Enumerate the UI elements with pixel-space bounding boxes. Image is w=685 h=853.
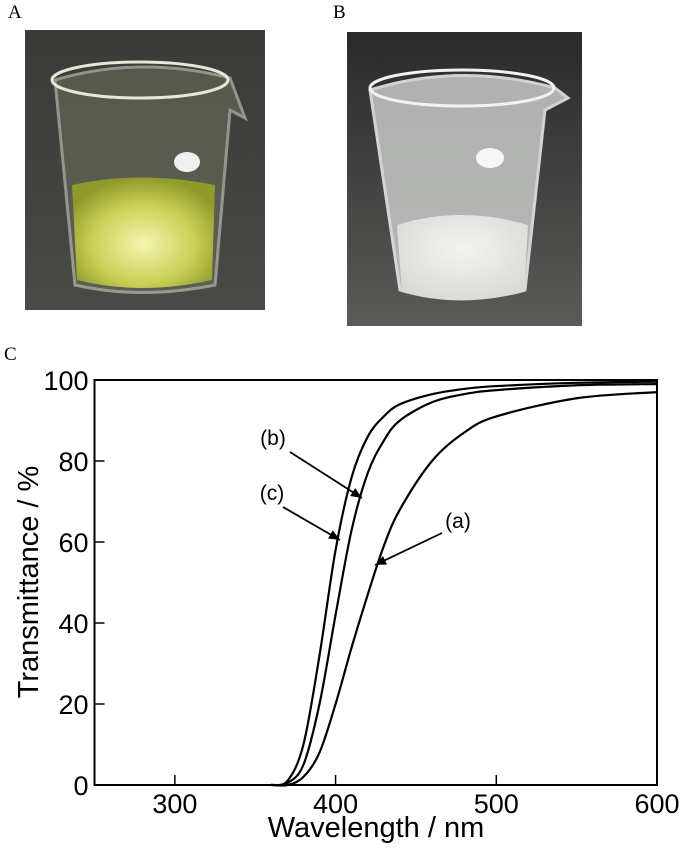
photo-b (347, 32, 582, 326)
curve (271, 391, 658, 787)
curve-label: (a) (445, 510, 471, 533)
x-tick-label: 400 (313, 789, 358, 819)
photo-a (25, 30, 265, 310)
x-tick-label: 500 (474, 789, 519, 819)
x-axis-label: Wavelength / nm (268, 812, 485, 844)
arrow-shaft (289, 451, 363, 499)
arrow-head (350, 488, 362, 498)
panel-label: C (4, 344, 17, 365)
y-tick-label: 60 (58, 528, 88, 558)
y-tick-label: 40 (58, 609, 88, 639)
curve-label: (c) (260, 482, 285, 505)
panel-label: A (8, 2, 22, 23)
y-tick-label: 20 (58, 690, 88, 720)
arrow-head (328, 530, 340, 540)
x-tick-label: 600 (634, 789, 679, 819)
y-tick-label: 0 (73, 771, 88, 801)
arrow-head (375, 556, 387, 565)
curve (271, 382, 658, 787)
panel-label: B (333, 2, 346, 23)
plot-frame (93, 379, 658, 786)
y-axis-label: Transmittance / % (13, 466, 45, 699)
x-tick-label: 300 (152, 789, 197, 819)
curve-label: (b) (260, 427, 286, 450)
y-tick-label: 80 (58, 447, 88, 477)
arrow-shaft (374, 532, 443, 566)
curve (271, 380, 658, 787)
y-tick-label: 100 (43, 366, 88, 396)
